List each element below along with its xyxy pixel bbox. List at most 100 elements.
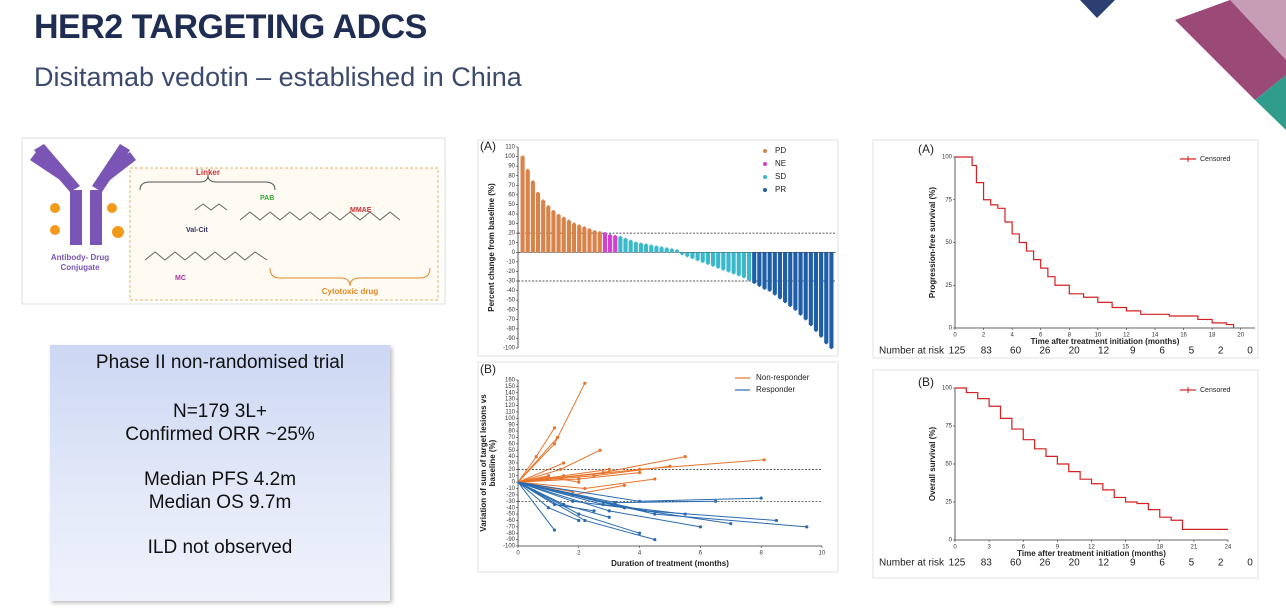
bar	[618, 236, 623, 253]
bar	[705, 252, 710, 264]
figure-box	[129, 167, 439, 301]
response-point	[638, 531, 642, 535]
y-tick-label: 50	[508, 448, 515, 454]
bar-marker	[768, 289, 771, 292]
legend-swatch	[763, 162, 767, 166]
y-tick-label: 70	[508, 183, 515, 189]
bar-marker	[778, 297, 782, 300]
bar-marker	[650, 244, 653, 247]
chart-panel	[477, 361, 839, 573]
legend-label: Censored	[1200, 156, 1230, 163]
response-point	[562, 461, 566, 465]
bar-marker	[742, 275, 746, 279]
bar-marker	[588, 228, 591, 231]
panel-label: (A)	[918, 142, 934, 156]
response-line	[517, 481, 610, 518]
bar-marker	[552, 209, 555, 213]
response-line	[517, 478, 655, 490]
bar	[685, 252, 690, 257]
bar	[535, 192, 541, 253]
response-line	[517, 465, 671, 483]
info-line: Phase II non-randomised trial	[95, 352, 345, 373]
bar-marker	[686, 254, 689, 258]
bar-marker	[639, 242, 643, 245]
y-tick-label: 40	[508, 454, 515, 460]
y-tick-label: 40	[508, 212, 515, 218]
at-risk-value: 83	[981, 558, 993, 569]
survival-curve	[955, 156, 1235, 328]
response-point	[583, 518, 587, 523]
bar	[746, 252, 752, 281]
decor	[1175, 0, 1286, 100]
bar	[613, 236, 618, 253]
bar	[602, 233, 608, 253]
figure-label: Antibody- Drug	[51, 253, 109, 262]
bar-marker	[603, 231, 607, 235]
bar-marker	[706, 262, 710, 265]
decor	[1080, 0, 1115, 18]
bar-marker	[747, 278, 751, 282]
x-tick-label: 18	[1209, 333, 1216, 339]
response-point	[583, 381, 587, 385]
at-risk-value: 60	[1010, 558, 1022, 569]
x-axis-label: Time after treatment initiation (months)	[1017, 549, 1166, 558]
bar-marker	[562, 216, 565, 220]
y-tick-label: 100	[942, 155, 953, 161]
bar-marker	[541, 199, 545, 202]
response-point	[683, 455, 687, 459]
response-point	[698, 525, 703, 529]
response-line	[517, 481, 686, 515]
at-risk-value: 9	[1130, 558, 1136, 569]
x-tick-label: 10	[819, 551, 826, 557]
y-tick-label: 0	[949, 538, 953, 544]
bar	[772, 252, 777, 295]
bar	[798, 252, 803, 315]
bar-marker	[727, 270, 730, 273]
y-tick-label: 100	[505, 154, 516, 160]
response-point	[668, 464, 672, 468]
y-tick-label: -30	[506, 279, 515, 285]
response-point	[562, 474, 566, 478]
bar-marker	[680, 253, 684, 256]
response-point	[607, 509, 611, 513]
y-tick-label: 50	[945, 240, 952, 246]
x-axis-label: Duration of treatment (months)	[611, 559, 729, 568]
legend-label: SD	[775, 172, 786, 181]
y-tick-label: 110	[505, 410, 515, 416]
x-tick-label: 8	[1068, 333, 1072, 339]
bar	[813, 252, 819, 331]
bar-marker	[722, 268, 725, 271]
at-risk-value: 12	[1098, 558, 1110, 569]
legend-swatch	[763, 149, 767, 153]
response-point	[714, 499, 718, 503]
response-line	[517, 437, 558, 483]
chart-panel	[872, 369, 1259, 579]
response-line	[517, 472, 640, 483]
bar-marker	[644, 243, 648, 246]
decor	[1255, 75, 1286, 130]
bar-marker	[670, 248, 674, 251]
brace	[139, 174, 276, 191]
payload	[50, 203, 124, 238]
response-line	[517, 481, 777, 521]
bar	[541, 200, 546, 253]
at-risk-value: 26	[1039, 558, 1051, 569]
bar	[638, 243, 644, 253]
response-point	[577, 480, 581, 484]
bar-marker	[608, 233, 612, 237]
response-line	[517, 481, 579, 521]
legend-label: PR	[775, 185, 786, 194]
slide-subtitle: Disitamab vedotin – established in China	[34, 62, 522, 92]
bar-marker	[557, 213, 560, 217]
bar	[777, 252, 783, 299]
bar	[695, 252, 700, 260]
at-risk-value: 2	[1218, 558, 1224, 569]
at-risk-value: 5	[1189, 558, 1195, 569]
response-line	[517, 481, 807, 528]
figure-label: PAB	[260, 195, 274, 202]
response-point	[653, 538, 657, 542]
y-tick-label: 140	[505, 390, 516, 396]
bar-marker	[675, 249, 679, 252]
y-tick-label: 75	[945, 424, 952, 430]
response-line	[517, 481, 564, 505]
